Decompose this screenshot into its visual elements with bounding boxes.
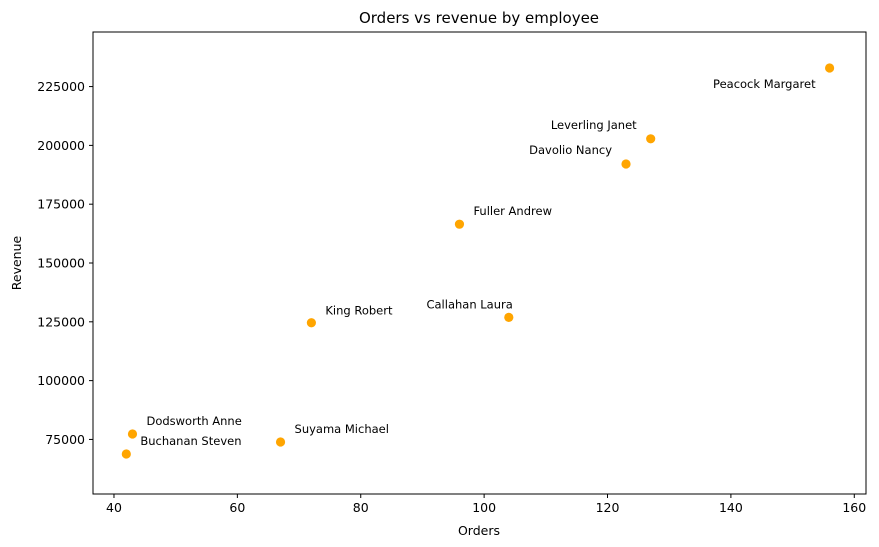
data-point [621, 159, 631, 169]
data-point [306, 318, 316, 328]
x-tick-label: 80 [353, 500, 369, 515]
data-point [454, 219, 465, 229]
point-label: Davolio Nancy [529, 143, 612, 157]
point-label: Dodsworth Anne [146, 414, 241, 428]
point-label: Fuller Andrew [473, 204, 552, 218]
data-point [504, 312, 514, 322]
point-label: Buchanan Steven [140, 434, 241, 448]
y-axis-label: Revenue [9, 235, 24, 290]
point-label: Callahan Laura [426, 297, 512, 311]
y-tick-label: 200000 [37, 138, 85, 153]
x-tick-label: 140 [719, 500, 743, 515]
data-point [127, 429, 138, 439]
y-tick-label: 150000 [37, 256, 85, 271]
point-label: Leverling Janet [551, 118, 637, 132]
x-axis-label: Orders [458, 523, 500, 538]
data-point [121, 449, 131, 459]
x-tick-label: 40 [106, 500, 122, 515]
point-label: King Robert [325, 304, 393, 318]
x-tick-label: 120 [596, 500, 620, 515]
data-point [646, 134, 656, 144]
y-tick-label: 175000 [37, 197, 85, 212]
x-tick-label: 60 [229, 500, 245, 515]
y-tick-label: 225000 [37, 79, 85, 94]
y-tick-label: 125000 [37, 314, 85, 329]
point-label: Peacock Margaret [713, 77, 816, 91]
plot-area: 40 60 80 100 120 140 160 75000 100000 125000 15000… [37, 31, 867, 515]
x-tick-label: 160 [842, 500, 866, 515]
data-point [275, 437, 286, 447]
data-point [825, 63, 835, 73]
y-tick-label: 100000 [37, 373, 85, 388]
y-tick-label: 75000 [45, 432, 85, 447]
x-tick-label: 100 [472, 500, 496, 515]
chart-title: Orders vs revenue by employee [359, 9, 599, 27]
point-label: Suyama Michael [295, 422, 389, 436]
